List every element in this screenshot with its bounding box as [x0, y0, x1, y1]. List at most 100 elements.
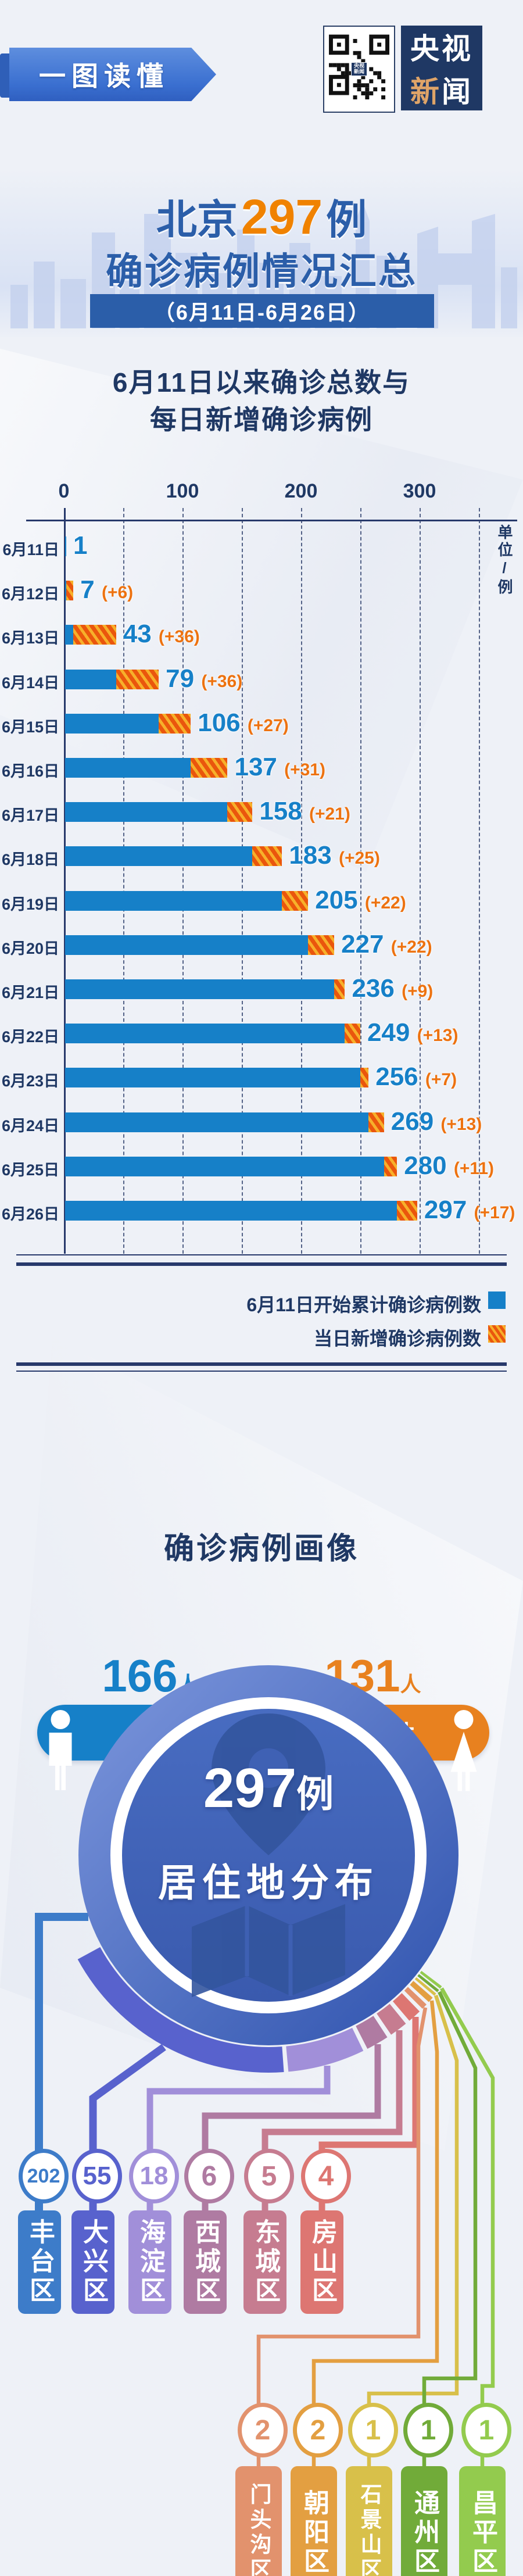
bar-new-segment [282, 890, 309, 911]
gridline [242, 508, 243, 1254]
logo-line2: 新闻 [410, 76, 473, 108]
district-box-海淀区: 海淀区 [128, 2210, 171, 2314]
x-axis-tick-label: 200 [284, 480, 318, 502]
district-name: 石景山区 [357, 2483, 381, 2576]
connector-朝阳区 [311, 2000, 439, 2476]
district-badge-昌平区: 1 [461, 2403, 511, 2457]
bar-new-segment [73, 625, 116, 645]
district-badge-东城区: 5 [244, 2149, 294, 2203]
male-icon [49, 1710, 72, 1790]
bar-new-segment [116, 669, 159, 689]
bar-value-label: 236 (+9) [352, 974, 434, 1003]
bar-cumulative-segment [65, 846, 253, 867]
connector-海淀区 [146, 2066, 331, 2220]
district-badge-西城区: 6 [184, 2149, 234, 2203]
bar-row-date: 6月17日 [1, 807, 59, 825]
bar-cumulative-segment [65, 1156, 384, 1176]
bar-cumulative-segment [65, 935, 309, 955]
bar-new-label: (+22) [391, 937, 432, 957]
profile-heading: 确诊病例画像 [163, 1532, 359, 1566]
female-icon [450, 1710, 477, 1791]
district-box-朝阳区: 朝阳区 [291, 2466, 337, 2576]
bar-new-label: (+9) [402, 982, 434, 1001]
main-title-line2: 确诊病例情况汇总 [106, 251, 417, 292]
bar-value-label: 137 (+31) [234, 753, 325, 781]
ribbon-label: 一图读懂 [39, 61, 169, 91]
bar-new-label: (+13) [417, 1026, 458, 1046]
district-badge-门头沟区: 2 [238, 2403, 288, 2457]
district-badge-房山区: 4 [301, 2149, 351, 2203]
district-name: 西城区 [191, 2219, 220, 2306]
title-prefix: 北京 [156, 197, 238, 242]
bar-cumulative-segment [65, 1024, 345, 1044]
ribbon-banner: 一图读懂 [9, 48, 216, 101]
bar-new-label: (+13) [440, 1114, 482, 1134]
unit-label: 单位/例 [496, 524, 513, 596]
map-pin-watermark-icon [192, 1713, 345, 1997]
chart-title-line2: 每日新增确诊病例 [150, 405, 373, 435]
arc-segment-西城区 [356, 2016, 388, 2049]
bar-new-segment [159, 713, 191, 734]
district-name: 门头沟区 [247, 2483, 271, 2576]
gridline [420, 508, 421, 1254]
bar-row-date: 6月20日 [1, 939, 59, 957]
bar-row-date: 6月19日 [1, 895, 59, 913]
bar-cumulative-segment [65, 802, 228, 822]
bar-cumulative-segment [65, 581, 67, 601]
bar-new-label: (+22) [364, 893, 406, 913]
bar-row-date: 6月26日 [1, 1205, 59, 1223]
bar-row-date: 6月13日 [1, 629, 59, 647]
legend-cumulative-swatch [488, 1291, 506, 1309]
chart-title-line1: 6月11日以来确诊总数与 [112, 367, 411, 398]
district-name: 昌平区 [468, 2489, 497, 2576]
qr-code: 央视新闻 [323, 26, 395, 113]
bar-row-date: 6月12日 [1, 585, 59, 603]
district-badge-大兴区: 55 [72, 2149, 122, 2203]
gridline [301, 508, 302, 1254]
bar-cumulative-segment [65, 979, 335, 999]
divider-thin [16, 1371, 507, 1372]
district-box-石景山区: 石景山区 [346, 2466, 392, 2576]
bar-row-date: 6月16日 [1, 763, 59, 780]
x-axis-tick-label: 300 [403, 480, 436, 502]
bar-new-segment [191, 758, 228, 778]
divider-thin [16, 1254, 507, 1255]
arc-segment-海淀区 [286, 2027, 364, 2072]
district-name: 大兴区 [79, 2219, 108, 2306]
bar-new-label: (+31) [284, 760, 325, 779]
bar-row-date: 6月11日 [2, 541, 59, 559]
legend-new-label: 当日新增确诊病例数 [313, 1328, 481, 1349]
bar-value-label: 79 (+36) [166, 664, 243, 693]
chart-top-rule [26, 520, 517, 521]
bar-new-segment [308, 935, 335, 955]
bar-row-date: 6月18日 [1, 851, 59, 869]
bar-new-segment [227, 802, 253, 822]
bar-row-date: 6月14日 [1, 674, 59, 692]
bar-value-label: 256 (+7) [375, 1062, 457, 1092]
bar-value-label: 280 (+11) [404, 1151, 495, 1180]
bar-new-label: (+25) [338, 849, 380, 868]
connector-门头沟区 [256, 2007, 428, 2476]
district-box-丰台区: 丰台区 [18, 2210, 61, 2314]
bar-row-date: 6月21日 [1, 984, 59, 1001]
bar-new-label: (+27) [247, 715, 289, 735]
logo-line1: 央视 [410, 33, 473, 65]
district-badge-丰台区: 202 [19, 2149, 69, 2203]
district-name: 朝阳区 [300, 2489, 328, 2576]
district-box-房山区: 房山区 [300, 2210, 343, 2314]
arc-segment-石景山区 [414, 1977, 436, 1996]
district-badge-石景山区: 1 [348, 2403, 398, 2457]
bar-new-label: (+17) [474, 1203, 515, 1222]
distribution-subtitle: 居住地分布 [158, 1861, 379, 1904]
district-name: 通州区 [410, 2489, 439, 2576]
date-range-bar: （6月11日-6月26日） [90, 294, 434, 328]
bar-cumulative-segment [65, 1068, 360, 1088]
bar-new-segment [345, 1024, 360, 1044]
bar-row-date: 6月25日 [1, 1161, 59, 1179]
legend-cumulative-label: 6月11日开始累计确诊病例数 [246, 1294, 481, 1315]
bar-new-segment [252, 846, 282, 867]
bar-value-label: 249 (+13) [367, 1018, 458, 1047]
arc-segment-大兴区 [77, 1947, 284, 2073]
